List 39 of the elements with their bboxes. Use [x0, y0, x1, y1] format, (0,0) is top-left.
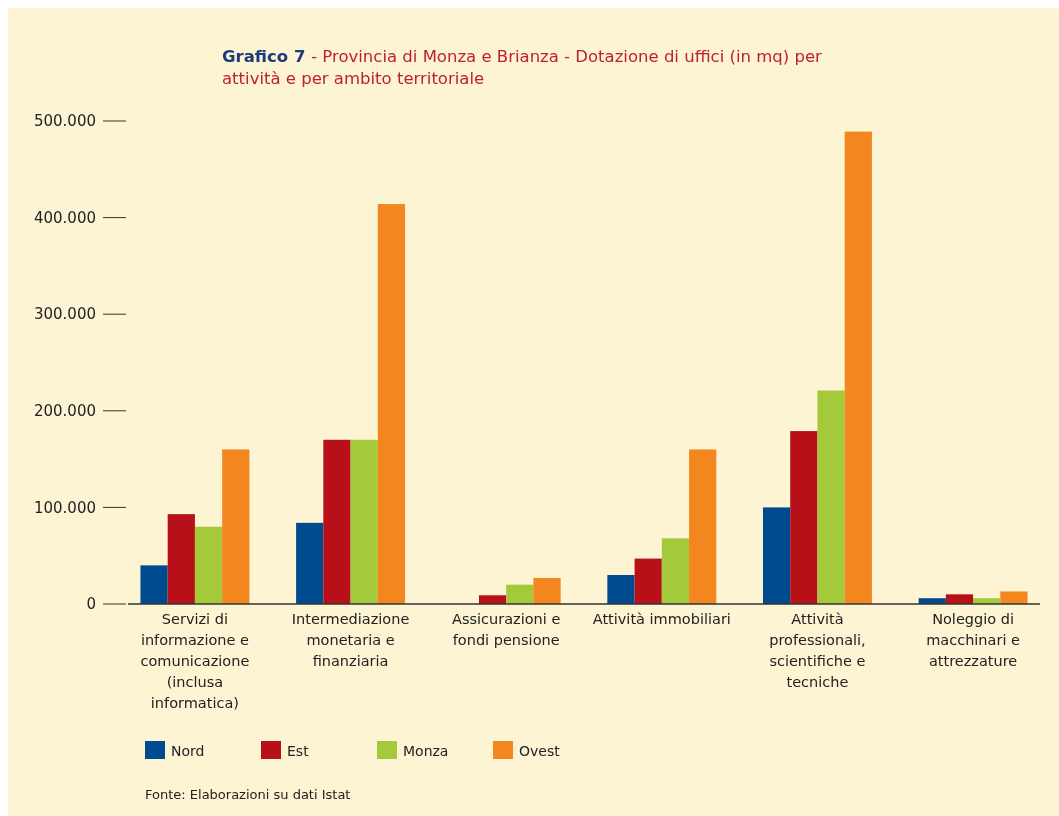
bar	[533, 577, 561, 604]
x-tick-label: Noleggio di macchinari e attrezzature	[926, 611, 1021, 669]
bar	[194, 526, 223, 604]
x-tick-label: Intermediazione monetaria e finanziaria	[291, 611, 410, 669]
legend-label: Monza	[403, 743, 449, 759]
bar	[817, 390, 845, 604]
bar	[222, 449, 250, 604]
bar	[167, 514, 195, 604]
bar	[634, 558, 662, 604]
x-tick-label: Attività immobiliari	[592, 611, 731, 627]
chart-title: Grafico 7 - Provincia di Monza e Brianza - Dotazione di uffici (in mq) per attività e per ambito territoriale	[222, 47, 823, 88]
x-tick-label: Servizi di informazione e comunicazione (inclusa informatica)	[140, 611, 250, 711]
bar	[478, 595, 507, 604]
source-note: Fonte: Elaborazioni su dati Istat	[145, 787, 351, 802]
y-tick-label: 300.000	[33, 305, 96, 324]
bar	[140, 565, 168, 604]
bar	[296, 522, 324, 604]
legend-label: Ovest	[519, 743, 561, 759]
bar	[377, 204, 406, 604]
bar	[689, 449, 717, 604]
x-tick-label: Assicurazioni e fondi pensione	[452, 611, 561, 648]
bar	[350, 439, 378, 604]
legend-label: Est	[287, 743, 310, 759]
y-tick-label: 100.000	[33, 498, 96, 517]
bar	[323, 439, 351, 604]
bar	[844, 131, 872, 604]
bar	[506, 584, 534, 604]
bar	[945, 594, 974, 604]
y-tick-label: 0	[86, 595, 96, 614]
bar	[1000, 591, 1028, 604]
bar	[762, 507, 791, 604]
bar	[661, 538, 690, 604]
y-tick-label: 500.000	[33, 112, 96, 131]
y-tick-label: 200.000	[33, 402, 96, 421]
legend-label: Nord	[171, 743, 205, 759]
bar	[790, 431, 818, 604]
y-tick-label: 400.000	[33, 208, 96, 227]
bar	[607, 575, 635, 604]
x-tick-label: Attività professionali, scientifiche e tecniche	[769, 611, 866, 690]
